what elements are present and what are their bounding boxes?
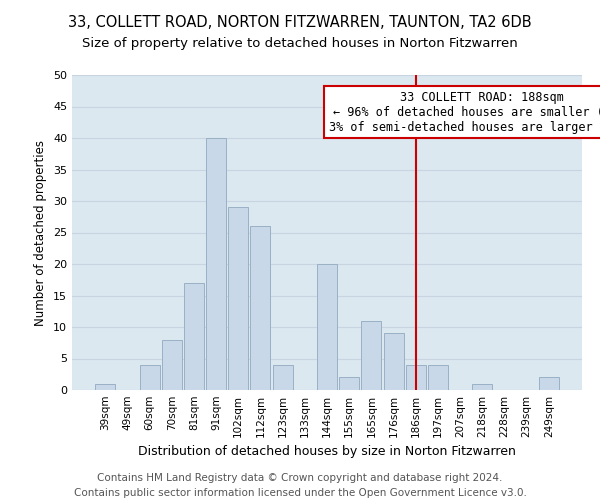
Bar	[361, 320, 382, 390]
X-axis label: Distribution of detached houses by size in Norton Fitzwarren: Distribution of detached houses by size …	[138, 446, 516, 458]
Bar	[228, 208, 248, 390]
Bar	[272, 365, 293, 390]
Bar	[250, 226, 271, 390]
Text: 33, COLLETT ROAD, NORTON FITZWARREN, TAUNTON, TA2 6DB: 33, COLLETT ROAD, NORTON FITZWARREN, TAU…	[68, 15, 532, 30]
Text: 33 COLLETT ROAD: 188sqm
← 96% of detached houses are smaller (177)
3% of semi-de: 33 COLLETT ROAD: 188sqm ← 96% of detache…	[329, 91, 600, 134]
Text: Size of property relative to detached houses in Norton Fitzwarren: Size of property relative to detached ho…	[82, 38, 518, 51]
Bar	[140, 365, 160, 390]
Bar	[472, 384, 492, 390]
Bar	[339, 378, 359, 390]
Bar	[184, 283, 204, 390]
Bar	[162, 340, 182, 390]
Bar	[206, 138, 226, 390]
Text: Contains HM Land Registry data © Crown copyright and database right 2024.
Contai: Contains HM Land Registry data © Crown c…	[74, 472, 526, 498]
Y-axis label: Number of detached properties: Number of detached properties	[34, 140, 47, 326]
Bar	[406, 365, 426, 390]
Bar	[428, 365, 448, 390]
Bar	[95, 384, 115, 390]
Bar	[317, 264, 337, 390]
Bar	[383, 334, 404, 390]
Bar	[539, 378, 559, 390]
